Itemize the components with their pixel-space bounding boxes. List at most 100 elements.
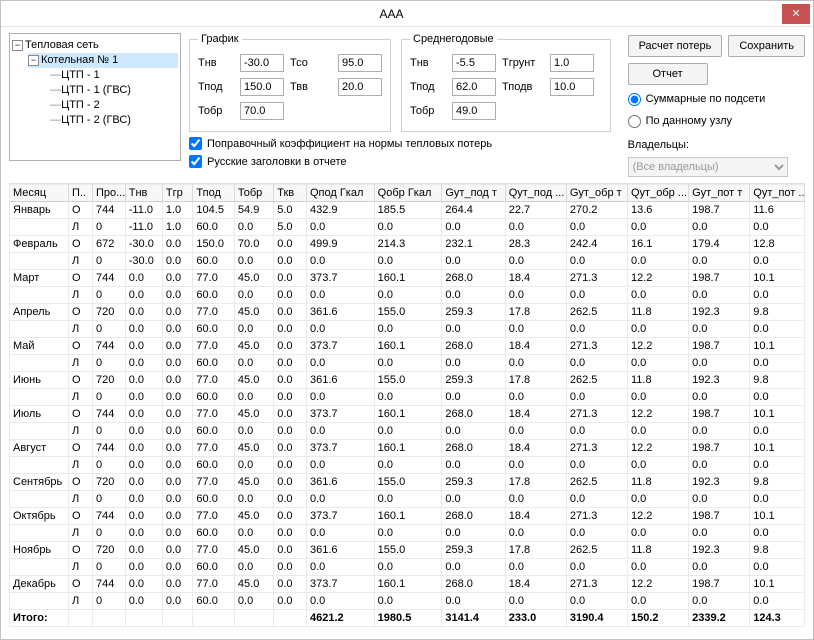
col-header[interactable]: Ткв bbox=[274, 185, 307, 202]
table-row[interactable]: ИюньО7200.00.077.045.00.0361.6155.0259.3… bbox=[10, 372, 805, 389]
table-row[interactable]: Л0-30.00.060.00.00.00.00.00.00.00.00.00.… bbox=[10, 253, 805, 270]
radio-sum[interactable] bbox=[628, 93, 641, 106]
cell: 262.5 bbox=[566, 542, 627, 559]
cell: Октябрь bbox=[10, 508, 69, 525]
cell: Л bbox=[68, 321, 92, 338]
cell: 0.0 bbox=[627, 321, 688, 338]
cell bbox=[10, 287, 69, 304]
cell: 0.0 bbox=[689, 593, 750, 610]
btn-report[interactable]: Отчет bbox=[628, 63, 708, 85]
table-row[interactable]: АпрельО7200.00.077.045.00.0361.6155.0259… bbox=[10, 304, 805, 321]
col-header[interactable]: Qобр Гкал bbox=[374, 185, 442, 202]
cell: 198.7 bbox=[689, 338, 750, 355]
col-header[interactable]: Тобр bbox=[234, 185, 273, 202]
inp-tobr[interactable] bbox=[240, 102, 284, 120]
cell: 262.5 bbox=[566, 372, 627, 389]
table-row[interactable]: Л00.00.060.00.00.00.00.00.00.00.00.00.00… bbox=[10, 457, 805, 474]
table-row[interactable]: ДекабрьО7440.00.077.045.00.0373.7160.126… bbox=[10, 576, 805, 593]
col-header[interactable]: Gут_обр т bbox=[566, 185, 627, 202]
tree-boiler[interactable]: Котельная № 1 bbox=[41, 54, 118, 66]
col-header[interactable]: Про... bbox=[92, 185, 125, 202]
table-row[interactable]: ОктябрьО7440.00.077.045.00.0373.7160.126… bbox=[10, 508, 805, 525]
table-row[interactable]: Л00.00.060.00.00.00.00.00.00.00.00.00.00… bbox=[10, 491, 805, 508]
table-row[interactable]: НоябрьО7200.00.077.045.00.0361.6155.0259… bbox=[10, 542, 805, 559]
col-header[interactable]: Qут_обр ... bbox=[627, 185, 688, 202]
cell: 268.0 bbox=[442, 406, 505, 423]
data-grid[interactable]: МесяцП..Про...ТнвТгрТподТобрТквQпод Гкал… bbox=[9, 183, 805, 627]
cell bbox=[10, 253, 69, 270]
cell: 0.0 bbox=[306, 355, 374, 372]
cell: 259.3 bbox=[442, 372, 505, 389]
inp-a-tpodv[interactable] bbox=[550, 78, 594, 96]
inp-tvv[interactable] bbox=[338, 78, 382, 96]
cell: 0 bbox=[92, 423, 125, 440]
cell: 373.7 bbox=[306, 508, 374, 525]
cell: 0.0 bbox=[750, 559, 805, 576]
table-row[interactable]: ЯнварьО744-11.01.0104.554.95.0432.9185.5… bbox=[10, 202, 805, 219]
cell: 0.0 bbox=[162, 270, 193, 287]
chk-russian[interactable] bbox=[189, 155, 202, 168]
table-row[interactable]: Л00.00.060.00.00.00.00.00.00.00.00.00.00… bbox=[10, 423, 805, 440]
table-row[interactable]: СентябрьО7200.00.077.045.00.0361.6155.02… bbox=[10, 474, 805, 491]
cell: 0.0 bbox=[689, 321, 750, 338]
cell: 198.7 bbox=[689, 508, 750, 525]
inp-tnv[interactable] bbox=[240, 54, 284, 72]
cell: 0.0 bbox=[566, 423, 627, 440]
cell: 45.0 bbox=[234, 576, 273, 593]
col-header[interactable]: Тнв bbox=[125, 185, 162, 202]
tree-root[interactable]: Тепловая сеть bbox=[25, 39, 99, 51]
col-header[interactable]: Gут_пот т bbox=[689, 185, 750, 202]
table-row[interactable]: Л00.00.060.00.00.00.00.00.00.00.00.00.00… bbox=[10, 321, 805, 338]
table-row[interactable]: Л00.00.060.00.00.00.00.00.00.00.00.00.00… bbox=[10, 355, 805, 372]
collapse-icon[interactable]: − bbox=[28, 55, 39, 66]
tree-item[interactable]: — ЦТП - 1 bbox=[50, 68, 178, 83]
table-row[interactable]: МартО7440.00.077.045.00.0373.7160.1268.0… bbox=[10, 270, 805, 287]
inp-a-tnv[interactable] bbox=[452, 54, 496, 72]
col-header[interactable]: Месяц bbox=[10, 185, 69, 202]
col-header[interactable]: Gут_под т bbox=[442, 185, 505, 202]
cell: 10.1 bbox=[750, 576, 805, 593]
table-row[interactable]: Л00.00.060.00.00.00.00.00.00.00.00.00.00… bbox=[10, 389, 805, 406]
col-header[interactable]: Тгр bbox=[162, 185, 193, 202]
table-row[interactable]: Л00.00.060.00.00.00.00.00.00.00.00.00.00… bbox=[10, 287, 805, 304]
collapse-icon[interactable]: − bbox=[12, 40, 23, 51]
cell: О bbox=[68, 270, 92, 287]
table-row[interactable]: ИюльО7440.00.077.045.00.0373.7160.1268.0… bbox=[10, 406, 805, 423]
table-row[interactable]: Л00.00.060.00.00.00.00.00.00.00.00.00.00… bbox=[10, 525, 805, 542]
radio-node[interactable] bbox=[628, 115, 641, 128]
col-header[interactable]: Тпод bbox=[193, 185, 234, 202]
inp-tco[interactable] bbox=[338, 54, 382, 72]
cell: 0.0 bbox=[274, 304, 307, 321]
tree-view[interactable]: −Тепловая сеть −Котельная № 1 — ЦТП - 1—… bbox=[9, 33, 181, 161]
inp-a-tgrunt[interactable] bbox=[550, 54, 594, 72]
cell: 268.0 bbox=[442, 440, 505, 457]
btn-calc[interactable]: Расчет потерь bbox=[628, 35, 723, 57]
tree-item[interactable]: — ЦТП - 2 (ГВС) bbox=[50, 113, 178, 128]
close-button[interactable]: ✕ bbox=[782, 4, 810, 24]
col-header[interactable]: П.. bbox=[68, 185, 92, 202]
cell: 0.0 bbox=[125, 304, 162, 321]
cell: 0.0 bbox=[274, 406, 307, 423]
inp-a-tobr[interactable] bbox=[452, 102, 496, 120]
col-header[interactable]: Qут_под ... bbox=[505, 185, 566, 202]
table-row[interactable]: Л0-11.01.060.00.05.00.00.00.00.00.00.00.… bbox=[10, 219, 805, 236]
tree-item[interactable]: — ЦТП - 1 (ГВС) bbox=[50, 83, 178, 98]
tree-item[interactable]: — ЦТП - 2 bbox=[50, 98, 178, 113]
inp-a-tpod[interactable] bbox=[452, 78, 496, 96]
inp-tpod[interactable] bbox=[240, 78, 284, 96]
table-row[interactable]: ФевральО672-30.00.0150.070.00.0499.9214.… bbox=[10, 236, 805, 253]
col-header[interactable]: Qпод Гкал bbox=[306, 185, 374, 202]
col-header[interactable]: Qут_пот ... bbox=[750, 185, 805, 202]
table-row[interactable]: МайО7440.00.077.045.00.0373.7160.1268.01… bbox=[10, 338, 805, 355]
chk-correction[interactable] bbox=[189, 137, 202, 150]
table-row[interactable]: Л00.00.060.00.00.00.00.00.00.00.00.00.00… bbox=[10, 593, 805, 610]
cell: 9.8 bbox=[750, 304, 805, 321]
cell: 12.2 bbox=[627, 270, 688, 287]
table-row[interactable]: АвгустО7440.00.077.045.00.0373.7160.1268… bbox=[10, 440, 805, 457]
cell: 0.0 bbox=[274, 270, 307, 287]
cell: Апрель bbox=[10, 304, 69, 321]
btn-save[interactable]: Сохранить bbox=[728, 35, 805, 57]
lbl-a-tpod: Тпод bbox=[410, 81, 446, 93]
combo-owners[interactable]: (Все владельцы) bbox=[628, 157, 788, 177]
table-row[interactable]: Л00.00.060.00.00.00.00.00.00.00.00.00.00… bbox=[10, 559, 805, 576]
